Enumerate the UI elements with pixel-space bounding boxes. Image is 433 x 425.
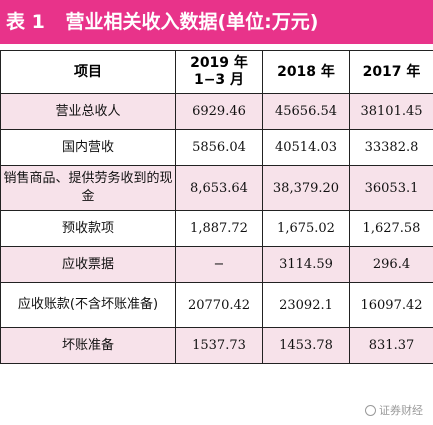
row-label: 营业总收人 [0, 93, 176, 130]
row-label: 国内营收 [0, 129, 176, 166]
table-title: 营业相关收入数据(单位:万元) [65, 11, 319, 33]
cell-2019q1: 1537.73 [175, 327, 263, 364]
row-label: 销售商品、提供劳务收到的现金 [0, 165, 176, 211]
header-row: 项目 2019 年 1−3 月 2018 年 2017 年 [0, 50, 433, 94]
table-row: 坏账准备 1537.73 1453.78 831.37 [0, 327, 433, 364]
cell-2019q1: 20770.42 [175, 282, 263, 328]
table-row: 应收票据 − 3114.59 296.4 [0, 246, 433, 283]
revenue-table: 项目 2019 年 1−3 月 2018 年 2017 年 营业总收人 6929… [0, 50, 433, 364]
logo-icon [365, 404, 376, 416]
cell-2017: 33382.8 [349, 129, 433, 166]
table-row: 预收款项 1,887.72 1,675.02 1,627.58 [0, 210, 433, 247]
header-item: 项目 [0, 50, 176, 94]
cell-2019q1: 1,887.72 [175, 210, 263, 247]
cell-2017: 296.4 [349, 246, 433, 283]
table-row: 营业总收人 6929.46 45656.54 38101.45 [0, 93, 433, 130]
cell-2018: 45656.54 [262, 93, 350, 130]
watermark-text: 证券财经 [379, 404, 423, 417]
header-2019q1: 2019 年 1−3 月 [175, 50, 263, 94]
table-row: 应收账款(不含坏账准备) 20770.42 23092.1 16097.42 [0, 282, 433, 328]
cell-2017: 16097.42 [349, 282, 433, 328]
row-label: 应收账款(不含坏账准备) [0, 282, 176, 328]
header-2017: 2017 年 [349, 50, 433, 94]
cell-2018: 3114.59 [262, 246, 350, 283]
cell-2017: 38101.45 [349, 93, 433, 130]
table-row: 国内营收 5856.04 40514.03 33382.8 [0, 129, 433, 166]
cell-2018: 23092.1 [262, 282, 350, 328]
cell-2019q1: 6929.46 [175, 93, 263, 130]
row-label: 预收款项 [0, 210, 176, 247]
cell-2017: 36053.1 [349, 165, 433, 211]
cell-2019q1: − [175, 246, 263, 283]
table-number: 表 1 [6, 11, 45, 33]
cell-2017: 1,627.58 [349, 210, 433, 247]
cell-2018: 40514.03 [262, 129, 350, 166]
cell-2018: 1453.78 [262, 327, 350, 364]
cell-2018: 1,675.02 [262, 210, 350, 247]
row-label: 应收票据 [0, 246, 176, 283]
table-row: 销售商品、提供劳务收到的现金 8,653.64 38,379.20 36053.… [0, 165, 433, 211]
row-label: 坏账准备 [0, 327, 176, 364]
cell-2019q1: 5856.04 [175, 129, 263, 166]
cell-2017: 831.37 [349, 327, 433, 364]
cell-2019q1: 8,653.64 [175, 165, 263, 211]
watermark: 证券财经 [363, 401, 427, 419]
table-title-bar: 表 1 营业相关收入数据(单位:万元) [0, 0, 433, 44]
header-2018: 2018 年 [262, 50, 350, 94]
cell-2018: 38,379.20 [262, 165, 350, 211]
